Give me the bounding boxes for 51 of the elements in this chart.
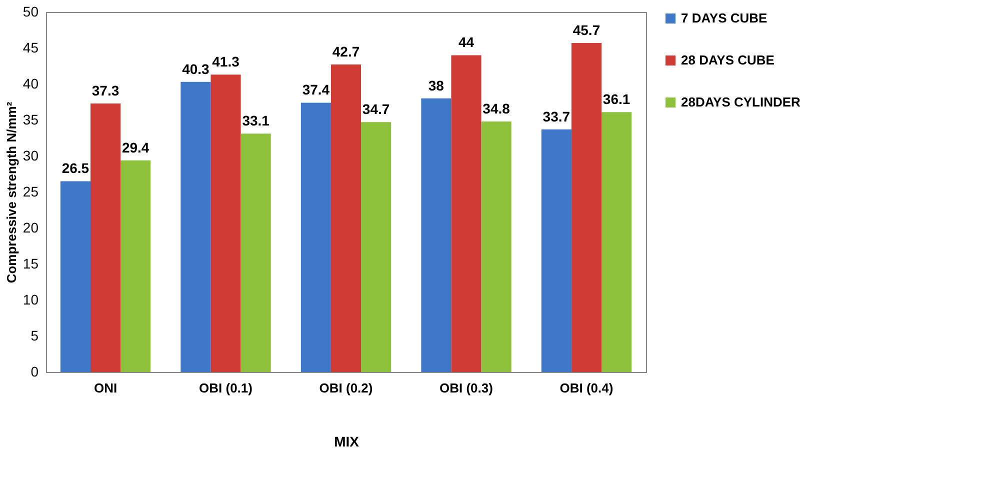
data-label: 26.5	[62, 160, 90, 176]
y-tick-label: 0	[30, 364, 39, 380]
data-label: 37.4	[302, 82, 330, 98]
y-tick-label: 45	[22, 40, 39, 56]
y-tick-label: 25	[22, 184, 39, 200]
y-tick-label: 35	[22, 112, 39, 128]
data-label: 38	[428, 77, 444, 94]
bar	[481, 121, 512, 372]
data-label: 40.3	[182, 60, 210, 77]
x-tick-label: OBI (0.1)	[199, 380, 252, 396]
bar	[421, 98, 452, 372]
y-tick-label: 50	[22, 4, 39, 20]
bar	[300, 102, 331, 372]
data-label: 44	[458, 34, 474, 50]
data-label: 29.4	[122, 139, 150, 156]
y-tick-label: 10	[22, 292, 39, 308]
x-tick-label: ONI	[94, 380, 118, 396]
bar	[60, 181, 90, 372]
data-label: 34.7	[362, 101, 390, 118]
bar	[330, 64, 362, 372]
bar	[120, 160, 151, 372]
data-label: 41.3	[212, 54, 240, 70]
bar	[451, 55, 482, 372]
y-tick-label: 30	[22, 148, 39, 164]
data-label: 33.7	[542, 108, 570, 124]
legend-label: 7 DAYS CUBE	[681, 10, 768, 26]
data-label: 33.1	[242, 112, 270, 129]
bar	[541, 129, 572, 372]
y-tick-label: 20	[22, 220, 39, 236]
data-label: 37.3	[92, 82, 120, 98]
bar	[90, 103, 121, 372]
bar	[210, 74, 241, 372]
bar	[602, 112, 632, 372]
x-tick-label: OBI (0.2)	[319, 380, 373, 396]
y-tick-label: 15	[22, 256, 39, 272]
data-label: 34.8	[482, 100, 510, 116]
data-label: 45.7	[572, 22, 600, 38]
bar	[361, 122, 392, 372]
data-label: 36.1	[602, 91, 630, 108]
x-tick-label: OBI (0.3)	[440, 380, 493, 396]
legend-label: 28DAYS CYLINDER	[681, 94, 802, 110]
legend-label: 28 DAYS CUBE	[681, 52, 775, 68]
y-axis-title: Compressive strength N/mm²	[4, 101, 19, 284]
x-axis-title: MIX	[334, 434, 360, 450]
y-tick-label: 40	[22, 76, 39, 92]
data-label: 42.7	[332, 44, 360, 60]
bar	[240, 134, 271, 372]
bar	[180, 82, 211, 372]
x-tick-label: OBI (0.4)	[560, 380, 614, 396]
bar	[571, 42, 602, 372]
y-tick-label: 5	[30, 328, 39, 344]
